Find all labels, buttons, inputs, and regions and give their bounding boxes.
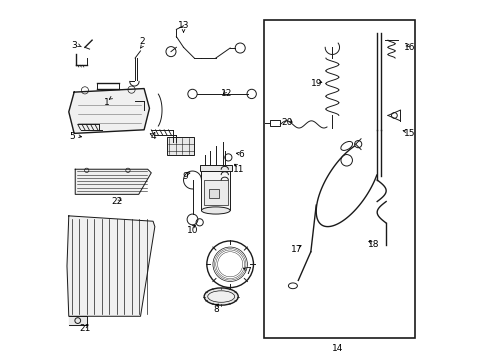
Text: 5: 5 [69, 132, 75, 141]
Text: 10: 10 [186, 226, 198, 235]
Text: 13: 13 [178, 21, 189, 30]
Polygon shape [75, 169, 151, 194]
Text: 3: 3 [71, 41, 77, 50]
Bar [201, 171, 230, 211]
Text: 4: 4 [150, 132, 156, 141]
Text: 7: 7 [244, 267, 250, 276]
Text: 20: 20 [281, 118, 293, 127]
Polygon shape [69, 89, 149, 134]
Text: 19: 19 [310, 79, 321, 88]
Text: 12: 12 [221, 89, 232, 98]
Bar [199, 165, 231, 171]
Bar [204, 180, 227, 205]
Text: 14: 14 [331, 344, 343, 353]
Ellipse shape [207, 291, 234, 302]
Bar [264, 21, 414, 338]
Text: 1: 1 [103, 98, 109, 107]
Text: 6: 6 [238, 150, 244, 159]
Text: 15: 15 [403, 129, 414, 138]
Bar [208, 189, 219, 198]
Ellipse shape [203, 288, 238, 305]
Text: 2: 2 [139, 37, 145, 46]
Text: 11: 11 [233, 165, 244, 174]
Polygon shape [67, 216, 155, 316]
Text: 21: 21 [79, 324, 90, 333]
Text: 8: 8 [212, 305, 218, 314]
Text: 18: 18 [367, 240, 379, 249]
Polygon shape [69, 316, 86, 325]
Text: 16: 16 [403, 43, 414, 52]
Text: 9: 9 [182, 172, 188, 181]
Text: 17: 17 [290, 246, 302, 255]
Ellipse shape [201, 207, 230, 214]
Bar [269, 120, 280, 126]
Text: 22: 22 [111, 197, 122, 206]
Bar [167, 137, 194, 155]
